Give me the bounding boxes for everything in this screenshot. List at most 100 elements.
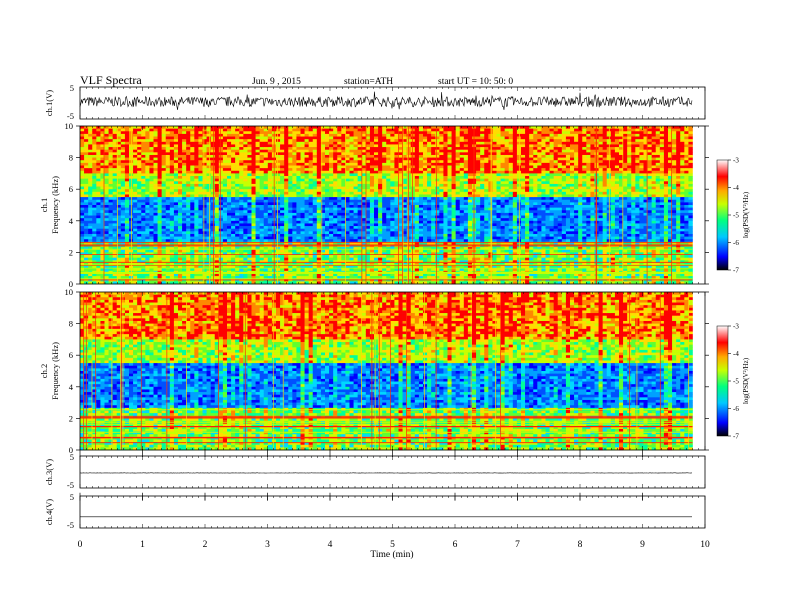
spectrogram-cell — [222, 257, 228, 261]
spectrogram-cell — [374, 133, 379, 137]
spectrogram-cell — [202, 223, 207, 227]
spectrogram-cell — [133, 147, 138, 150]
spectrogram-cell — [157, 252, 162, 256]
spectrogram-cell — [222, 205, 228, 208]
spectrogram-cell — [112, 247, 118, 251]
spectrogram-cell — [345, 215, 350, 219]
spectrogram-cell — [124, 249, 130, 253]
spectrogram-cell — [235, 212, 240, 216]
spectrogram-cell — [382, 257, 387, 261]
spectrogram-cell — [84, 199, 89, 203]
spectrogram-cell — [120, 144, 126, 148]
spectrogram-cell — [308, 168, 314, 172]
spectrogram-cell — [153, 205, 158, 208]
spectrogram-cell — [120, 160, 126, 164]
spectrogram-cell — [243, 268, 248, 272]
spectrogram-cell — [267, 162, 273, 166]
spectrogram-cell — [365, 210, 371, 214]
spectrogram-cell — [263, 199, 269, 203]
spectrogram-cell — [292, 260, 297, 264]
spectrogram-cell — [186, 144, 191, 148]
spectrogram-cell — [386, 220, 391, 224]
spectrogram-cell — [333, 241, 338, 245]
spectrogram-cell — [141, 265, 146, 269]
spectrogram-cell — [133, 268, 138, 272]
spectrogram-cell — [251, 233, 256, 237]
spectrogram-cell — [312, 168, 318, 172]
spectrogram-cell — [104, 139, 109, 143]
spectrogram-cell — [149, 197, 154, 201]
spectrogram-cell — [402, 139, 407, 143]
spectrogram-cell — [173, 228, 179, 232]
spectrogram-cell — [145, 231, 150, 235]
spectrogram-cell — [288, 265, 293, 269]
spectrogram-cell — [239, 239, 244, 243]
spectrogram-cell — [186, 205, 191, 208]
spectrogram-cell — [108, 191, 113, 195]
spectrogram-cell — [308, 249, 314, 253]
spectrogram-cell — [120, 152, 126, 156]
spectrogram-cell — [243, 126, 248, 129]
spectrogram-cell — [218, 231, 224, 235]
spectrogram-cell — [137, 199, 142, 203]
spectrogram-cell — [149, 202, 154, 206]
spectrogram-cell — [386, 252, 391, 256]
spectrogram-cell — [296, 136, 301, 140]
spectrogram-cell — [112, 176, 118, 179]
spectrogram-cell — [333, 154, 338, 158]
spectrogram-cell — [231, 131, 236, 135]
spectrogram-cell — [112, 149, 118, 153]
spectrogram-cell — [280, 131, 285, 135]
spectrogram-cell — [133, 239, 138, 243]
spectrogram-cell — [349, 178, 354, 182]
spectrogram-cell — [108, 152, 113, 156]
spectrogram-cell — [357, 154, 363, 158]
spectrogram-cell — [329, 262, 334, 266]
spectrogram-cell — [124, 262, 130, 266]
spectrogram-cell — [361, 223, 367, 227]
spectrogram-cell — [161, 276, 167, 280]
spectrogram-cell — [304, 152, 309, 156]
spectrogram-cell — [96, 233, 101, 237]
spectrogram-cell — [84, 265, 89, 269]
spectrogram-cell — [169, 160, 175, 164]
spectrogram-cell — [316, 249, 322, 253]
spectrogram-cell — [157, 191, 162, 195]
spectrogram-cell — [357, 181, 363, 185]
spectrogram-cell — [333, 157, 338, 161]
spectrogram-cell — [202, 249, 207, 253]
spectrogram-cell — [227, 131, 232, 135]
spectrogram-cell — [222, 241, 228, 245]
spectrogram-cell — [247, 141, 252, 145]
spectrogram-cell — [108, 162, 113, 166]
spectrogram-cell — [108, 231, 113, 235]
spectrogram-cell — [320, 181, 326, 185]
spectrogram-cell — [292, 247, 297, 251]
spectrogram-cell — [361, 199, 367, 203]
spectrogram-cell — [124, 223, 130, 227]
spectrogram-cell — [165, 147, 171, 150]
spectrogram-cell — [341, 126, 346, 129]
spectrogram-cell — [206, 255, 211, 258]
spectrogram-cell — [186, 255, 191, 258]
spectrogram-cell — [133, 128, 138, 132]
spectrogram-cell — [361, 144, 367, 148]
spectrogram-cell — [251, 181, 256, 185]
spectrogram-cell — [365, 133, 371, 137]
spectrogram-cell — [414, 162, 420, 166]
spectrogram-cell — [333, 255, 338, 258]
spectrogram-cell — [186, 189, 191, 193]
spectrogram-cell — [235, 191, 240, 195]
spectrogram-cell — [120, 260, 126, 264]
spectrogram-cell — [369, 157, 375, 161]
spectrogram-cell — [165, 241, 171, 245]
spectrogram-cell — [255, 220, 260, 224]
spectrogram-cell — [390, 199, 395, 203]
spectrogram-cell — [100, 247, 105, 251]
spectrogram-cell — [345, 233, 350, 237]
spectrogram-cell — [161, 218, 167, 222]
spectrogram-cell — [92, 194, 97, 198]
spectrogram-cell — [84, 239, 89, 243]
spectrogram-cell — [202, 260, 207, 264]
spectrogram-cell — [276, 241, 281, 245]
